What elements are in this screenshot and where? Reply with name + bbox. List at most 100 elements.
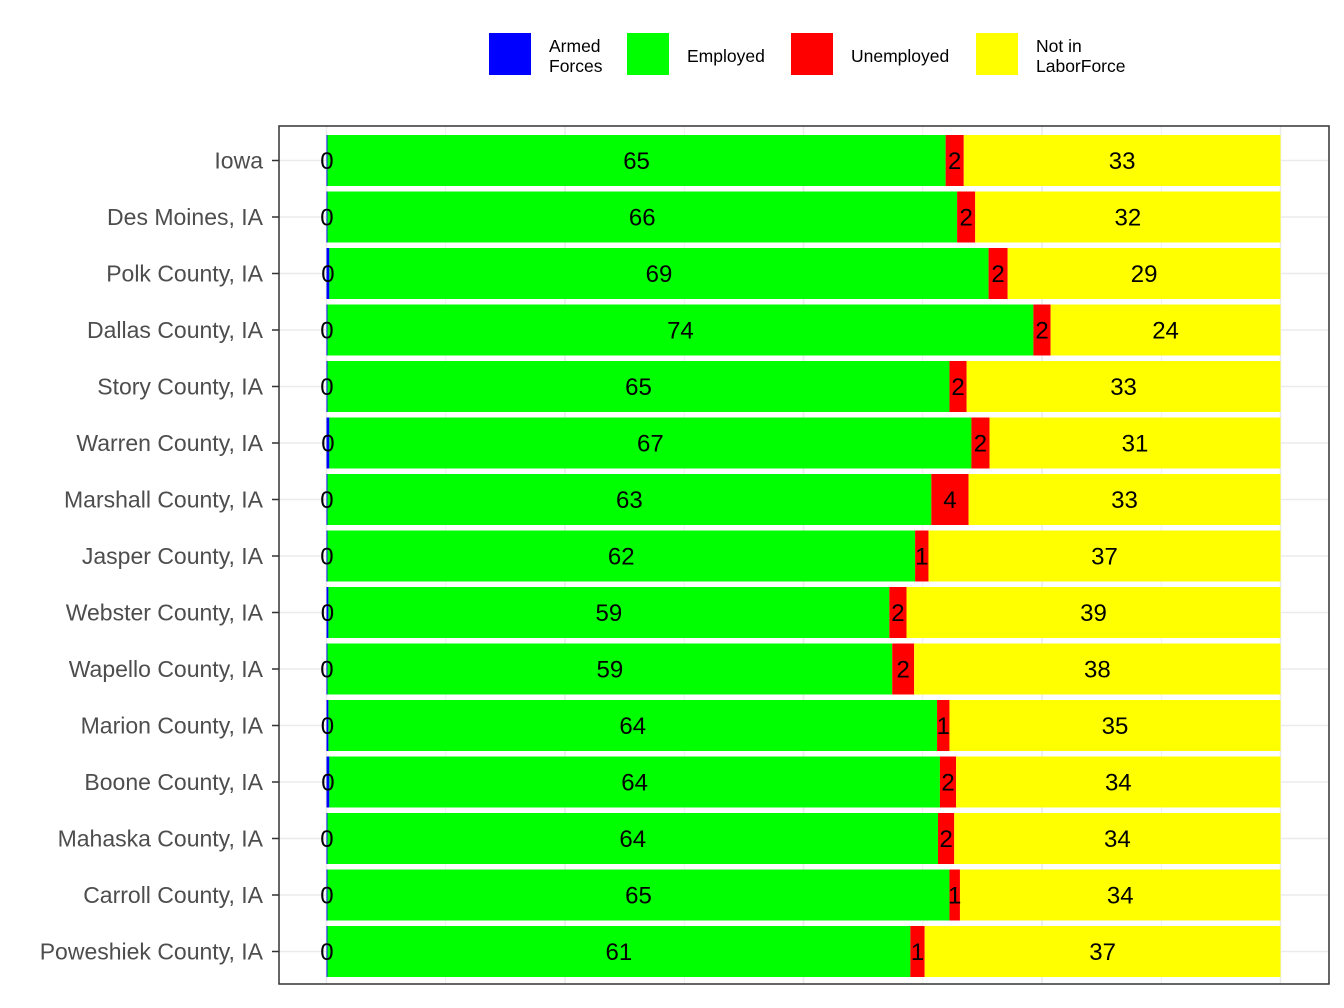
bar-value-label: 2 <box>991 261 1004 288</box>
bar-not-in-laborforce <box>956 756 1281 808</box>
bar-value-label: 65 <box>625 374 652 401</box>
bar-value-label: 38 <box>1084 657 1111 684</box>
bar-value-label: 24 <box>1152 318 1179 345</box>
bar-value-label: 61 <box>606 939 633 966</box>
bar-value-label: 0 <box>320 487 333 514</box>
bar-value-label: 2 <box>951 374 964 401</box>
bar-value-label: 29 <box>1131 261 1158 288</box>
bar-armed-forces <box>326 643 328 695</box>
bar-employed <box>328 587 890 638</box>
y-tick-label: Webster County, IA <box>66 600 264 626</box>
bar-unemployed <box>889 587 907 638</box>
bar-not-in-laborforce <box>968 474 1281 525</box>
bar-unemployed <box>937 700 950 751</box>
bar-value-label: 59 <box>596 657 623 684</box>
bar-value-label: 32 <box>1115 205 1142 232</box>
bar-employed <box>327 813 939 864</box>
bar-armed-forces <box>326 135 328 186</box>
bar-employed <box>327 304 1034 356</box>
bar-value-label: 64 <box>621 770 648 797</box>
plot-border <box>278 125 1330 985</box>
bar-armed-forces <box>326 756 330 808</box>
legend-key-not-in-laborforce <box>976 33 1018 75</box>
bar-value-label: 59 <box>596 600 623 627</box>
legend-label: Employed <box>687 46 765 66</box>
legend-label: Armed <box>549 36 601 56</box>
bar-armed-forces <box>326 700 329 751</box>
y-tick-label: Marshall County, IA <box>64 487 264 513</box>
bar-value-label: 0 <box>321 713 334 740</box>
bar-value-label: 0 <box>320 826 333 853</box>
bar-armed-forces <box>326 361 328 412</box>
bar-value-label: 34 <box>1107 883 1134 910</box>
bar-value-label: 64 <box>619 826 646 853</box>
legend-key-unemployed <box>791 33 833 75</box>
bar-value-label: 33 <box>1110 374 1137 401</box>
bar-employed <box>327 474 932 525</box>
y-tick-label: Dallas County, IA <box>87 317 264 343</box>
bar-value-label: 39 <box>1080 600 1107 627</box>
legend-label: Not in <box>1036 36 1082 56</box>
bar-value-label: 0 <box>320 544 333 571</box>
bar-employed <box>327 869 950 921</box>
bar-value-label: 35 <box>1102 713 1129 740</box>
bar-unemployed <box>949 869 960 921</box>
bar-not-in-laborforce <box>906 587 1281 638</box>
bar-value-label: 63 <box>616 487 643 514</box>
bar-value-label: 2 <box>959 205 972 232</box>
bar-employed <box>327 926 911 977</box>
bar-armed-forces <box>326 304 328 356</box>
bar-value-label: 0 <box>321 600 334 627</box>
bar-unemployed <box>915 530 929 582</box>
bar-not-in-laborforce <box>949 700 1281 751</box>
bar-value-label: 31 <box>1122 431 1149 458</box>
bar-value-label: 4 <box>943 487 956 514</box>
y-tick-label: Mahaska County, IA <box>58 826 264 852</box>
bar-value-label: 0 <box>320 657 333 684</box>
bar-value-label: 65 <box>625 883 652 910</box>
bar-unemployed <box>910 926 925 977</box>
y-tick-label: Story County, IA <box>97 374 263 400</box>
bar-value-label: 34 <box>1104 826 1131 853</box>
bar-employed <box>327 643 893 695</box>
bar-armed-forces <box>326 191 328 243</box>
bar-value-label: 69 <box>646 261 673 288</box>
bar-value-label: 66 <box>629 205 656 232</box>
y-axis: Iowa Des Moines, IA Polk County, IA Dallas … <box>40 148 279 965</box>
bar-value-label: 0 <box>320 374 333 401</box>
bar-unemployed <box>1033 304 1051 356</box>
y-tick-label: Jasper County, IA <box>82 543 264 569</box>
bar-employed <box>329 248 989 299</box>
bar-employed <box>327 530 916 582</box>
bar-unemployed <box>971 417 990 469</box>
bar-value-label: 0 <box>320 205 333 232</box>
bar-value-label: 34 <box>1105 770 1132 797</box>
bar-armed-forces <box>326 474 328 525</box>
bar-not-in-laborforce <box>924 926 1281 977</box>
bar-value-label: 37 <box>1091 544 1118 571</box>
legend-label: Unemployed <box>851 46 949 66</box>
legend-label: LaborForce <box>1036 56 1126 76</box>
bar-employed <box>327 135 946 186</box>
bar-value-label: 0 <box>320 148 333 175</box>
y-tick-label: Iowa <box>214 148 263 174</box>
bar-value-label: 0 <box>320 883 333 910</box>
y-tick-label: Carroll County, IA <box>83 882 263 908</box>
y-tick-label: Warren County, IA <box>76 430 263 456</box>
bar-value-label: 33 <box>1111 487 1138 514</box>
y-tick-label: Des Moines, IA <box>107 204 264 230</box>
bar-value-label: 2 <box>891 600 904 627</box>
bar-not-in-laborforce <box>1050 304 1281 356</box>
bar-unemployed <box>949 361 967 412</box>
bar-value-label: 74 <box>667 318 694 345</box>
y-tick-label: Wapello County, IA <box>69 656 264 682</box>
bar-unemployed <box>945 135 964 186</box>
bar-unemployed <box>892 643 915 695</box>
bar-value-label: 1 <box>948 883 961 910</box>
bar-value-label: 0 <box>321 431 334 458</box>
bar-value-label: 1 <box>911 939 924 966</box>
bar-value-label: 0 <box>321 261 334 288</box>
plot-panel: 0 65 2 33 0 66 2 32 0 69 2 29 0 74 2 24 0 65 2 33 0 67 2 31 0 63 4… <box>278 125 1330 985</box>
bar-value-label: 64 <box>619 713 646 740</box>
bar-unemployed <box>931 474 969 525</box>
